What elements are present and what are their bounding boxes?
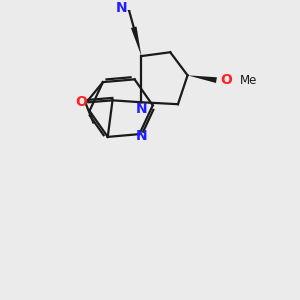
Polygon shape [131, 26, 141, 56]
Text: N: N [116, 1, 127, 15]
Text: Me: Me [239, 74, 257, 87]
Polygon shape [188, 75, 217, 83]
Text: N: N [136, 102, 147, 116]
Text: O: O [220, 73, 232, 87]
Text: N: N [136, 129, 147, 143]
Text: O: O [75, 95, 87, 109]
